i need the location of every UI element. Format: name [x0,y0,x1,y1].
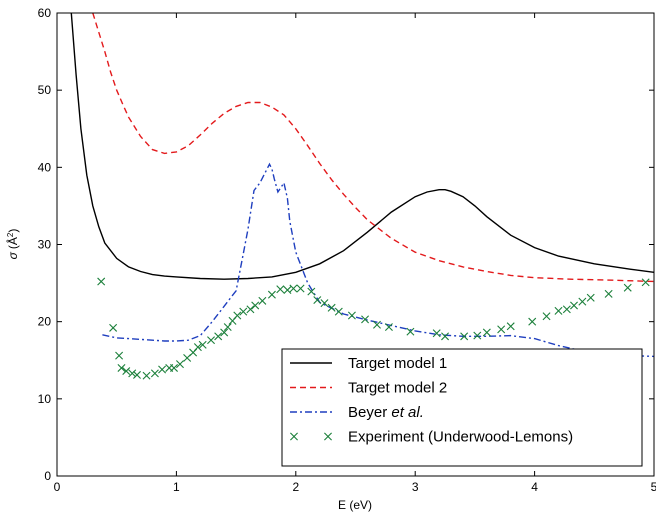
data-point-marker [283,286,292,295]
data-point-marker [586,293,595,302]
data-point-marker [432,329,441,338]
data-point-marker [233,311,242,320]
legend-label: Target model 2 [348,380,447,397]
data-point-marker [460,332,469,341]
data-point-marker [223,323,232,332]
data-point-marker [334,307,343,316]
data-point-marker [482,328,491,337]
data-point-marker [604,289,613,298]
data-point-marker [320,299,329,308]
legend-marker [290,432,298,441]
plot-frame [56,12,655,477]
y-tick-label: 10 [38,392,52,406]
data-point-marker [528,317,537,326]
series-line-1 [70,13,654,280]
data-point-marker [175,360,184,369]
legend-entry: Target model 2 [290,380,447,397]
legend-entry: Beyer et al. [290,404,424,421]
y-axis-label: σ (Å2) [5,229,20,260]
data-point-marker [506,322,515,331]
data-point-marker [441,332,450,341]
experiment-markers [97,277,650,380]
data-point-marker [313,296,322,305]
x-axis-label: E (eV) [338,498,372,512]
data-point-marker [361,315,370,324]
legend-label: Beyer et al. [348,404,424,421]
data-point-marker [117,363,126,372]
data-point-marker [198,340,207,349]
legend-marker [324,432,332,441]
legend: Target model 1 Target model 2 Beyer et al.… [281,348,643,467]
data-point-marker [128,369,137,378]
x-tick-label: 2 [292,480,299,494]
data-point-marker [296,284,305,293]
data-point-marker [347,311,356,320]
data-point-marker [276,285,285,294]
data-point-marker [97,277,106,286]
data-point-marker [406,327,415,336]
data-point-marker [150,369,159,378]
y-tick-label: 40 [38,160,52,174]
data-point-marker [562,305,571,314]
y-tick-label: 0 [44,469,51,483]
data-point-marker [267,290,276,299]
legend-entry: Target model 1 [290,355,447,372]
data-point-marker [307,287,316,296]
data-point-marker [158,365,167,374]
legend-label: Target model 1 [348,355,447,372]
data-point-marker [327,303,336,312]
series-line-2 [92,13,654,283]
data-point-marker [578,297,587,306]
x-tick-label: 4 [531,480,538,494]
data-point-marker [193,343,202,352]
data-point-marker [497,325,506,334]
data-point-marker [220,328,229,337]
series-line-3 [102,162,654,358]
data-point-marker [207,336,216,345]
data-point-marker [109,323,118,332]
data-point-marker [258,296,267,305]
data-point-marker [570,301,578,310]
x-tick-label: 3 [412,480,419,494]
data-point-marker [289,284,298,293]
data-point-marker [384,323,393,332]
x-tick-label: 1 [173,480,180,494]
svg-text:σ(Å2): σ (Å2) [5,229,20,260]
data-point-marker [142,371,151,380]
data-point-marker [542,312,551,321]
data-point-marker [115,351,124,360]
y-tick-label: 50 [38,83,52,97]
data-point-marker [373,320,381,329]
data-point-marker [641,278,650,287]
data-point-marker [623,283,632,292]
y-axis-label-unit: (Å [5,237,20,249]
y-tick-label: 30 [38,238,52,252]
y-tick-label: 60 [38,6,52,20]
data-point-marker [473,331,482,340]
x-tick-label: 0 [54,480,61,494]
data-point-marker [214,332,223,341]
data-point-marker [170,363,179,372]
y-axis-label-unit-suffix: ) [6,229,20,233]
data-point-marker [251,301,260,310]
legend-entry: Experiment (Underwood-Lemons) [290,429,573,446]
data-point-marker [246,305,255,314]
legend-label: Experiment (Underwood-Lemons) [348,429,573,446]
data-point-marker [239,307,248,316]
data-point-marker [554,306,563,315]
series-layer [70,13,654,380]
data-point-marker [122,367,131,376]
y-axis-label-symbol: σ [6,251,20,259]
x-tick-label: 5 [651,480,656,494]
y-axis-label-unit-exponent: 2 [6,232,15,237]
data-point-marker [133,370,141,379]
legend-box [281,348,643,467]
y-tick-label: 20 [38,315,52,329]
